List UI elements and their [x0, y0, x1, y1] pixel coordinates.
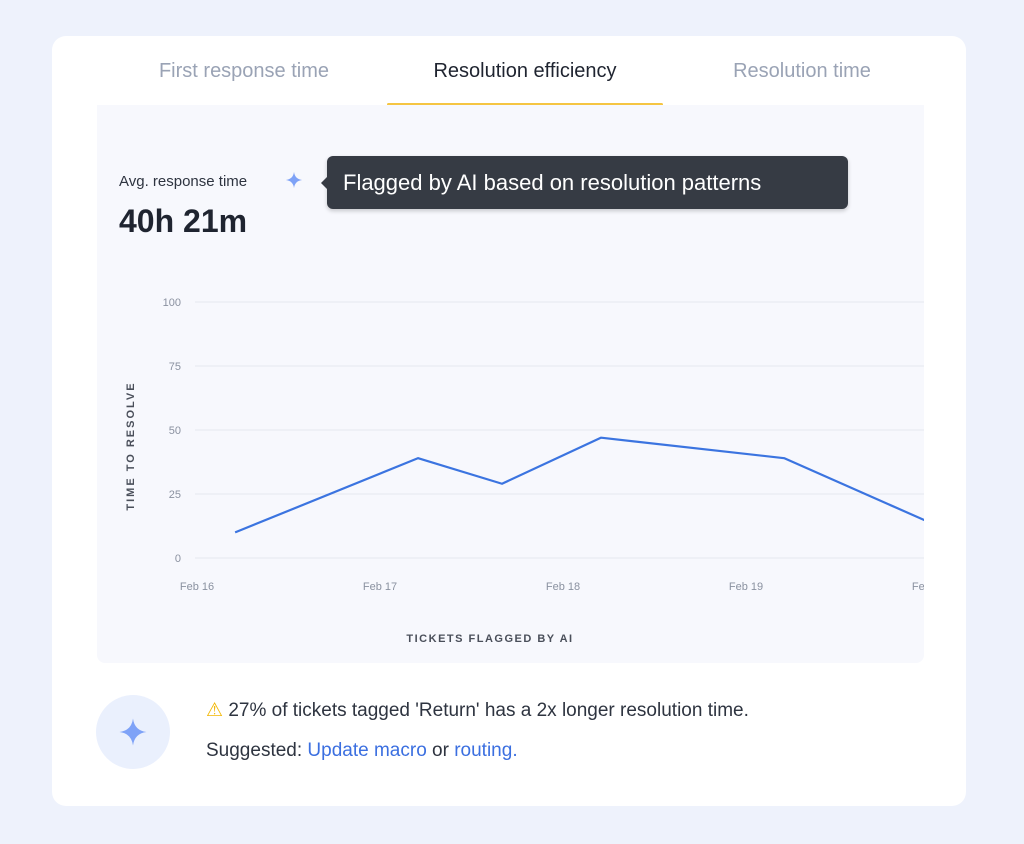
y-tick-label: 75 — [169, 361, 181, 373]
sparkle-icon[interactable] — [285, 171, 303, 189]
insight-message: 27% of tickets tagged 'Return' has a 2x … — [228, 700, 749, 721]
metric-value: 40h 21m — [119, 203, 248, 239]
tooltip: Flagged by AI based on resolution patter… — [321, 156, 848, 209]
ai-assistant-avatar — [96, 695, 170, 769]
x-tick-label: Feb 19 — [729, 581, 763, 593]
tab-resolution-time[interactable]: Resolution time — [733, 60, 871, 82]
tab-resolution-efficiency[interactable]: Resolution efficiency — [433, 60, 617, 82]
y-axis-label: TIME TO RESOLVE — [125, 381, 137, 511]
x-tick-label: Feb 20 — [912, 581, 946, 593]
routing-link[interactable]: routing. — [454, 740, 518, 761]
sparkle-icon — [119, 718, 147, 746]
x-axis-label: TICKETS FLAGGED BY AI — [406, 633, 574, 645]
insight-text: ⚠ 27% of tickets tagged 'Return' has a 2… — [206, 699, 749, 722]
x-tick-label: Feb 17 — [363, 581, 397, 593]
x-tick-label: Feb 16 — [180, 581, 214, 593]
active-tab-indicator — [387, 103, 663, 106]
y-tick-label: 50 — [169, 425, 181, 437]
suggestion: Suggested: Update macro or routing. — [206, 740, 518, 762]
suggest-or: or — [426, 740, 455, 761]
y-tick-label: 25 — [169, 489, 181, 501]
series-line — [234, 436, 924, 534]
x-tick-label: Feb 18 — [546, 581, 580, 593]
y-tick-label: 0 — [175, 553, 181, 565]
y-tick-label: 100 — [163, 297, 181, 309]
warning-icon: ⚠ — [206, 700, 224, 721]
tab-first-response-time[interactable]: First response time — [158, 60, 330, 82]
suggest-prefix: Suggested: — [206, 740, 308, 761]
metric-label: Avg. response time — [119, 173, 248, 190]
update-macro-link[interactable]: Update macro — [307, 740, 427, 761]
